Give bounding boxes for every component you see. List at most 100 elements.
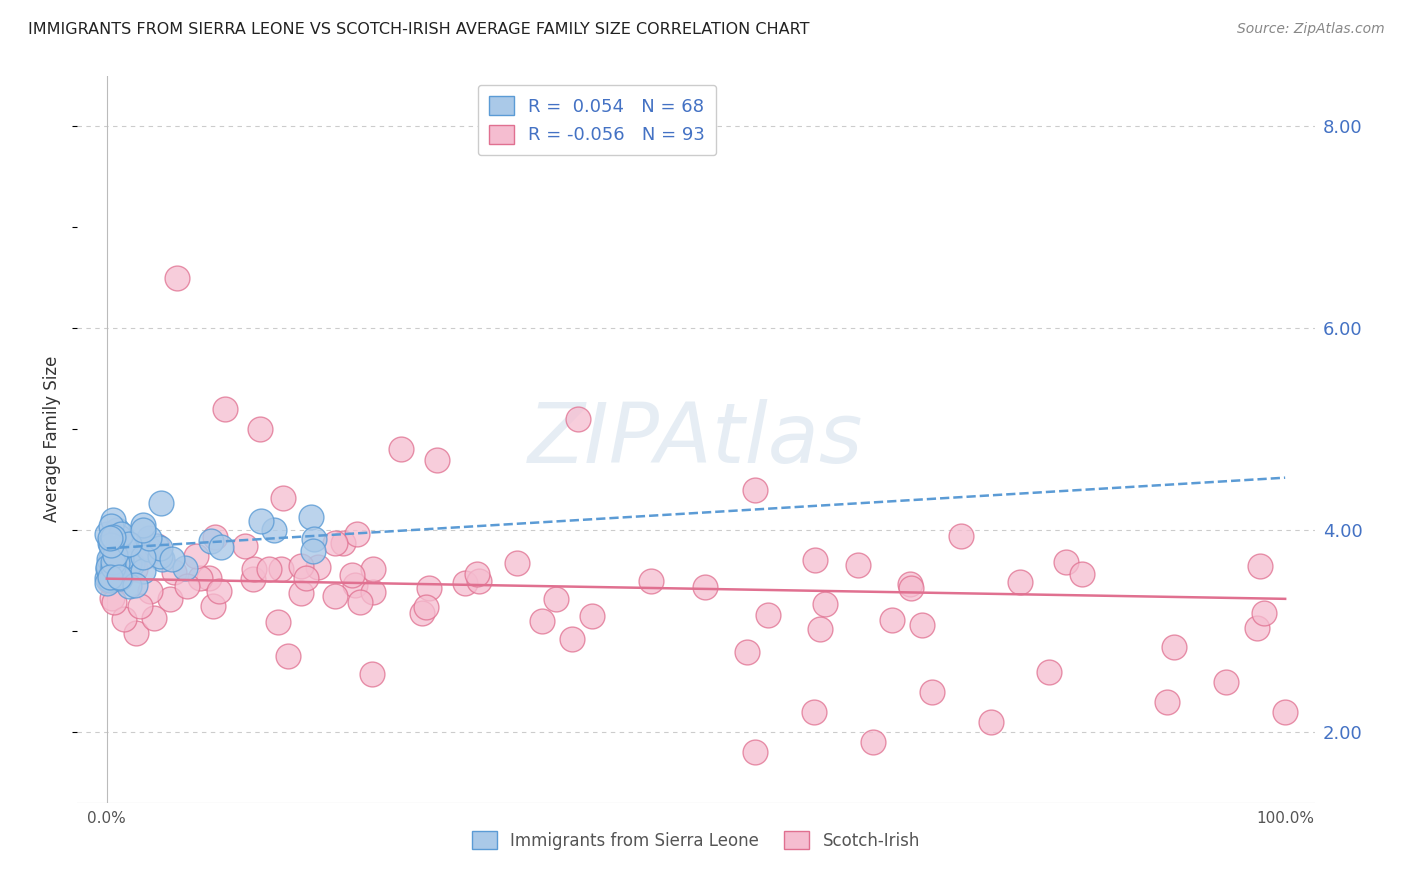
Point	[124, 562, 146, 576]
Point	[900, 581, 922, 595]
Point	[132, 550, 155, 565]
Point	[138, 542, 160, 557]
Point	[125, 626, 148, 640]
Point	[121, 557, 143, 571]
Point	[454, 576, 477, 591]
Point	[270, 562, 292, 576]
Point	[415, 599, 437, 614]
Point	[243, 562, 266, 576]
Point	[103, 539, 125, 553]
Point	[343, 577, 366, 591]
Point	[846, 558, 869, 573]
Point	[862, 735, 884, 749]
Point	[567, 412, 589, 426]
Point	[340, 568, 363, 582]
Point	[307, 560, 329, 574]
Point	[110, 527, 132, 541]
Point	[101, 571, 124, 585]
Point	[263, 523, 285, 537]
Point	[98, 552, 121, 566]
Point	[290, 559, 312, 574]
Point	[1071, 567, 1094, 582]
Point	[132, 523, 155, 537]
Point	[104, 547, 127, 561]
Point	[389, 442, 412, 457]
Point	[111, 533, 134, 548]
Point	[544, 591, 567, 606]
Point	[418, 582, 440, 596]
Point	[361, 585, 384, 599]
Point	[135, 549, 157, 563]
Point	[146, 539, 169, 553]
Point	[105, 523, 128, 537]
Point	[101, 533, 124, 547]
Point	[129, 599, 152, 614]
Point	[160, 552, 183, 566]
Point	[299, 510, 322, 524]
Point	[898, 577, 921, 591]
Point	[103, 513, 125, 527]
Point	[332, 536, 354, 550]
Point	[97, 558, 120, 573]
Point	[98, 557, 121, 571]
Point	[150, 552, 173, 566]
Point	[1215, 674, 1237, 689]
Point	[107, 530, 129, 544]
Point	[159, 592, 181, 607]
Point	[803, 705, 825, 719]
Point	[190, 571, 212, 585]
Point	[103, 571, 125, 585]
Point	[208, 583, 231, 598]
Point	[950, 529, 973, 543]
Point	[1274, 705, 1296, 719]
Point	[561, 632, 583, 647]
Point	[640, 574, 662, 588]
Point	[214, 402, 236, 417]
Legend: Immigrants from Sierra Leone, Scotch-Irish: Immigrants from Sierra Leone, Scotch-Iri…	[465, 825, 927, 856]
Point	[361, 667, 384, 681]
Point	[108, 571, 131, 585]
Point	[98, 535, 121, 549]
Point	[101, 547, 124, 561]
Point	[101, 567, 124, 582]
Point	[100, 538, 122, 552]
Point	[411, 606, 433, 620]
Point	[163, 565, 186, 579]
Point	[100, 552, 122, 566]
Point	[103, 564, 125, 578]
Point	[209, 540, 232, 554]
Point	[118, 557, 141, 571]
Point	[138, 584, 160, 599]
Text: ZIPAtlas: ZIPAtlas	[529, 399, 863, 480]
Point	[323, 589, 346, 603]
Point	[98, 573, 121, 587]
Text: Source: ZipAtlas.com: Source: ZipAtlas.com	[1237, 22, 1385, 37]
Point	[980, 714, 1002, 729]
Point	[202, 599, 225, 613]
Point	[1156, 695, 1178, 709]
Point	[98, 570, 121, 584]
Point	[277, 648, 299, 663]
Point	[204, 530, 226, 544]
Point	[132, 541, 155, 556]
Point	[581, 609, 603, 624]
Point	[1163, 640, 1185, 654]
Point	[105, 556, 128, 570]
Point	[290, 586, 312, 600]
Point	[814, 597, 837, 611]
Point	[1253, 606, 1275, 620]
Point	[101, 530, 124, 544]
Point	[124, 578, 146, 592]
Point	[110, 552, 132, 566]
Point	[744, 745, 766, 759]
Point	[271, 491, 294, 505]
Point	[112, 559, 135, 574]
Point	[100, 561, 122, 575]
Point	[96, 559, 118, 574]
Point	[259, 562, 281, 576]
Point	[100, 518, 122, 533]
Point	[468, 574, 491, 589]
Point	[735, 645, 758, 659]
Point	[882, 613, 904, 627]
Point	[803, 553, 825, 567]
